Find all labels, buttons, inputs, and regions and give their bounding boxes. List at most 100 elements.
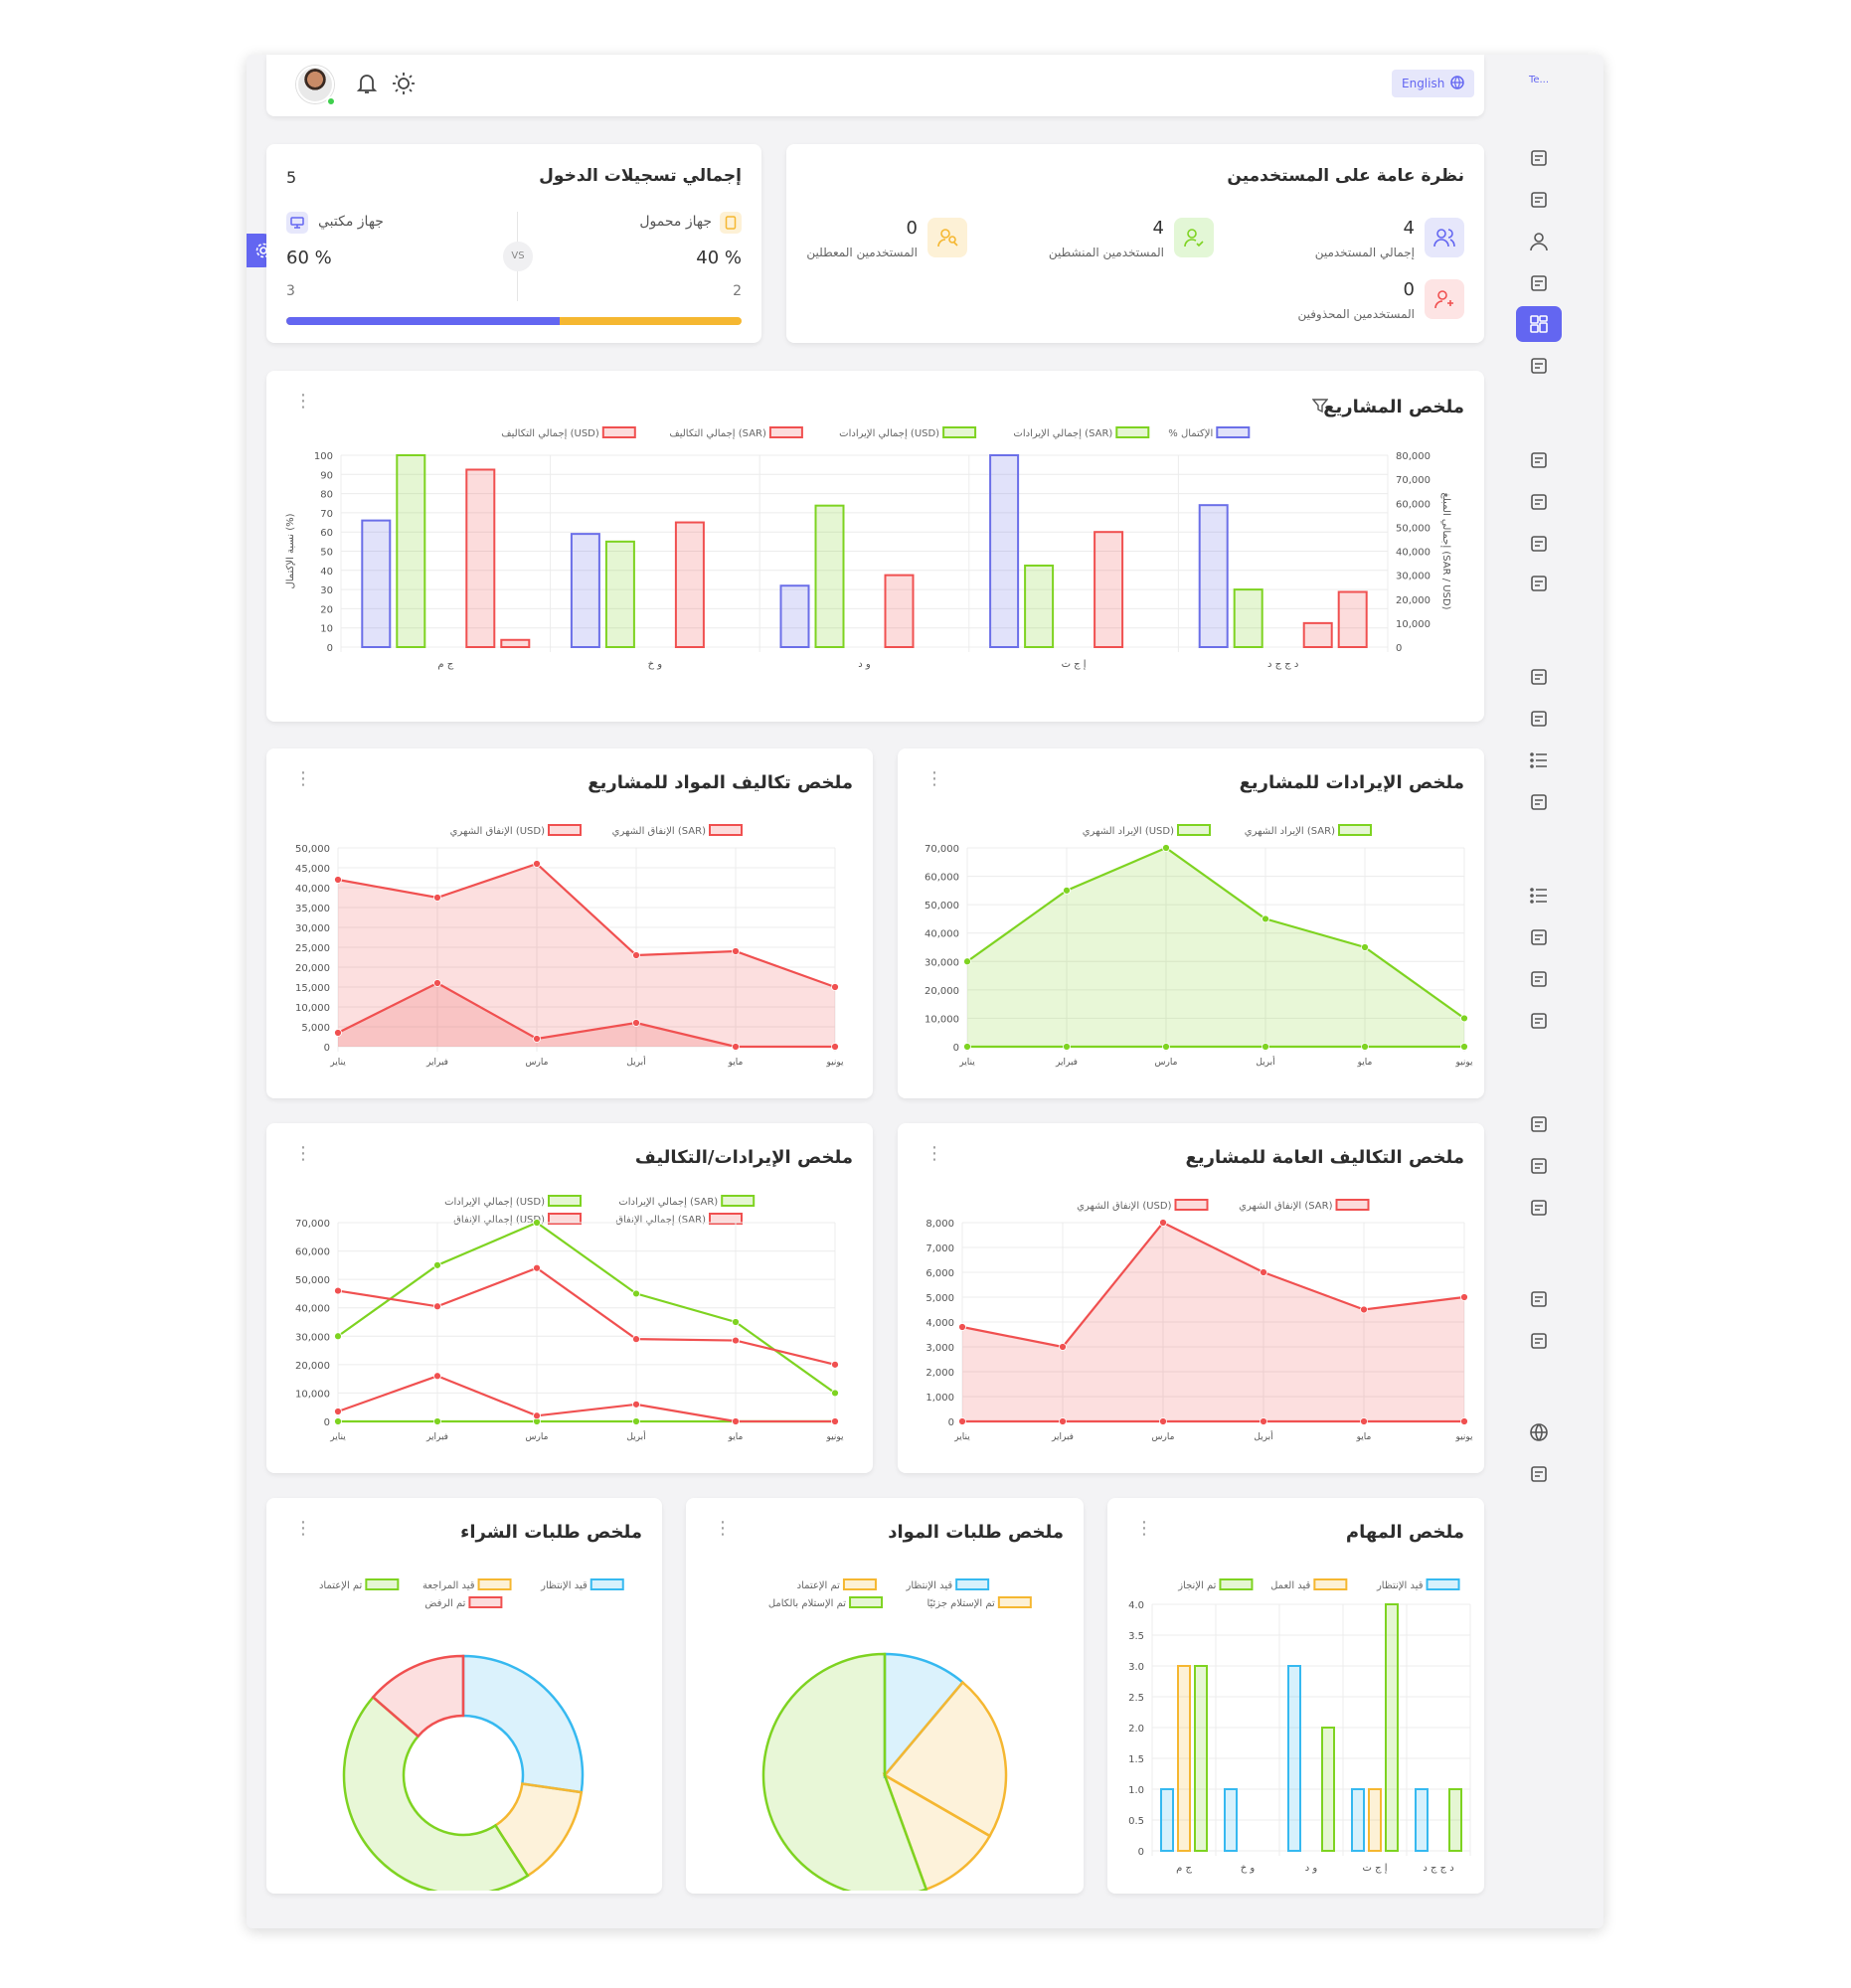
sidebar-item-document[interactable]: [1516, 1456, 1562, 1492]
data-point: [963, 1043, 971, 1051]
y-tick-label: 30,000: [295, 923, 330, 934]
sidebar-item-chart[interactable]: [1516, 659, 1562, 695]
sidebar-item-card[interactable]: [1516, 484, 1562, 520]
more-options-icon[interactable]: ⋮: [294, 391, 312, 412]
y2-tick-label: 20,000: [1396, 595, 1430, 606]
active-users-label: المستخدمين المنشطين: [1048, 246, 1164, 259]
sidebar-item-book[interactable]: [1516, 1190, 1562, 1226]
sidebar-item-edit[interactable]: [1516, 784, 1562, 820]
x-tick-label: يناير: [329, 1058, 346, 1068]
sidebar-item-wallet[interactable]: [1516, 1281, 1562, 1317]
data-point: [1460, 1293, 1468, 1301]
sidebar-item-list[interactable]: [1516, 878, 1562, 913]
sidebar-item-chat[interactable]: [1516, 265, 1562, 301]
legend-swatch: [1177, 824, 1211, 836]
laptop-pct: % 40: [696, 248, 742, 268]
sidebar-item-file-check[interactable]: [1516, 1003, 1562, 1039]
series-line: [337, 1221, 836, 1395]
chat-icon: [1531, 275, 1547, 291]
sidebar-item-target[interactable]: [1516, 566, 1562, 601]
login-progress-bar: [286, 317, 742, 325]
more-options-icon[interactable]: ⋮: [1135, 1518, 1153, 1539]
sidebar-item-shield[interactable]: [1516, 182, 1562, 218]
y-tick-label: 30: [320, 585, 333, 596]
legend-swatch: [589, 1578, 624, 1590]
legend-swatch: [1335, 1199, 1370, 1211]
bar: [884, 574, 915, 648]
tasks-card: ملخص المهام ⋮ قيد الإنتظار قيد العمل تم ال…: [1107, 1498, 1484, 1894]
legend-label: إجمالي الإيرادات (USD): [839, 428, 939, 439]
user-avatar[interactable]: [296, 66, 334, 103]
x-tick-label: مايو: [1356, 1432, 1372, 1442]
login-total: 5: [286, 168, 297, 187]
sidebar-item-building[interactable]: [1516, 140, 1562, 176]
y-tick-label: 70,000: [295, 1219, 330, 1230]
sidebar-item-user[interactable]: [1516, 224, 1562, 259]
edit-icon: [1531, 971, 1547, 987]
purchase-requests-doughnut-chart: قيد الإنتظار قيد المراجعة تم الإعتماد تم ال…: [319, 1578, 624, 1891]
legend-label: تم الإستلام بالكامل: [768, 1598, 846, 1609]
y-tick-label: 15,000: [295, 983, 330, 994]
sidebar-item-report[interactable]: [1516, 526, 1562, 562]
desktop-count: 3: [286, 283, 295, 299]
y-tick-label: 50,000: [925, 901, 959, 911]
revenue-costs-line-chart: إجمالي الإيرادات (SAR) إجمالي الإيرادات (…: [295, 1195, 844, 1442]
filter-icon[interactable]: [1311, 398, 1329, 417]
data-point: [533, 1219, 541, 1227]
sidebar-item-calendar[interactable]: [1516, 1323, 1562, 1359]
sidebar-item-checklist[interactable]: [1516, 701, 1562, 737]
y-tick-label: 6,000: [926, 1268, 954, 1279]
x-tick-label: د ج ج د: [1267, 659, 1298, 670]
sidebar-item-globe[interactable]: [1516, 1414, 1562, 1450]
data-point: [831, 1417, 839, 1425]
sidebar-item-list[interactable]: [1516, 743, 1562, 778]
sidebar-item-checklist[interactable]: [1516, 919, 1562, 955]
more-options-icon[interactable]: ⋮: [294, 1143, 312, 1164]
data-point: [632, 1417, 640, 1425]
legend-label: إجمالي الإنفاق (USD): [453, 1215, 545, 1226]
sidebar: Te...: [1516, 55, 1576, 1506]
data-point: [433, 894, 441, 902]
legend-label: إجمالي الإيرادات (USD): [444, 1197, 545, 1208]
user-icon: [1530, 233, 1548, 251]
sidebar-item-dashboard[interactable]: [1516, 306, 1562, 342]
language-label: English: [1402, 77, 1445, 90]
bar: [361, 519, 392, 648]
y2-tick-label: 70,000: [1396, 475, 1430, 486]
more-options-icon[interactable]: ⋮: [294, 768, 312, 789]
x-tick-label: مارس: [1152, 1432, 1175, 1442]
more-options-icon[interactable]: ⋮: [714, 1518, 732, 1539]
list-icon: [1530, 752, 1547, 768]
more-options-icon[interactable]: ⋮: [294, 1518, 312, 1539]
data-point: [958, 1417, 966, 1425]
y-tick-label: 40: [320, 567, 333, 578]
y-tick-label: 50,000: [295, 1275, 330, 1286]
login-title: إجمالي تسجيلات الدخول: [539, 166, 742, 186]
bell-icon[interactable]: [356, 72, 378, 99]
data-point: [334, 1286, 342, 1295]
sidebar-item-map-pin[interactable]: [1516, 1106, 1562, 1142]
sidebar-item-edit[interactable]: [1516, 961, 1562, 997]
series-area: [967, 848, 1464, 1047]
more-options-icon[interactable]: ⋮: [926, 768, 943, 789]
x-tick-label: و د: [858, 659, 871, 670]
app-logo: Te...: [1528, 75, 1550, 85]
data-point: [732, 1043, 740, 1051]
y-tick-label: 40,000: [295, 1304, 330, 1315]
shield-icon: [1531, 192, 1547, 208]
data-point: [1162, 1043, 1170, 1051]
y-tick-label: 70,000: [925, 844, 959, 855]
legend-label: قيد العمل: [1270, 1580, 1310, 1591]
language-button[interactable]: English: [1392, 70, 1475, 97]
sidebar-item-team[interactable]: [1516, 442, 1562, 478]
sidebar-item-camera[interactable]: [1516, 1148, 1562, 1184]
bar: [396, 454, 426, 648]
general-costs-area-chart: الإنفاق الشهري (SAR) الإنفاق الشهري (USD)…: [926, 1199, 1473, 1442]
legend-swatch: [768, 426, 803, 438]
material-costs-card: ملخص تكاليف المواد للمشاريع ⋮ الإنفاق ال…: [266, 748, 873, 1098]
revenue-costs-card: ملخص الإيرادات/التكاليف ⋮ إجمالي الإيراد…: [266, 1123, 873, 1473]
more-options-icon[interactable]: ⋮: [926, 1143, 943, 1164]
report-icon: [1531, 536, 1547, 552]
sun-icon[interactable]: [392, 72, 416, 99]
sidebar-item-location[interactable]: [1516, 348, 1562, 384]
